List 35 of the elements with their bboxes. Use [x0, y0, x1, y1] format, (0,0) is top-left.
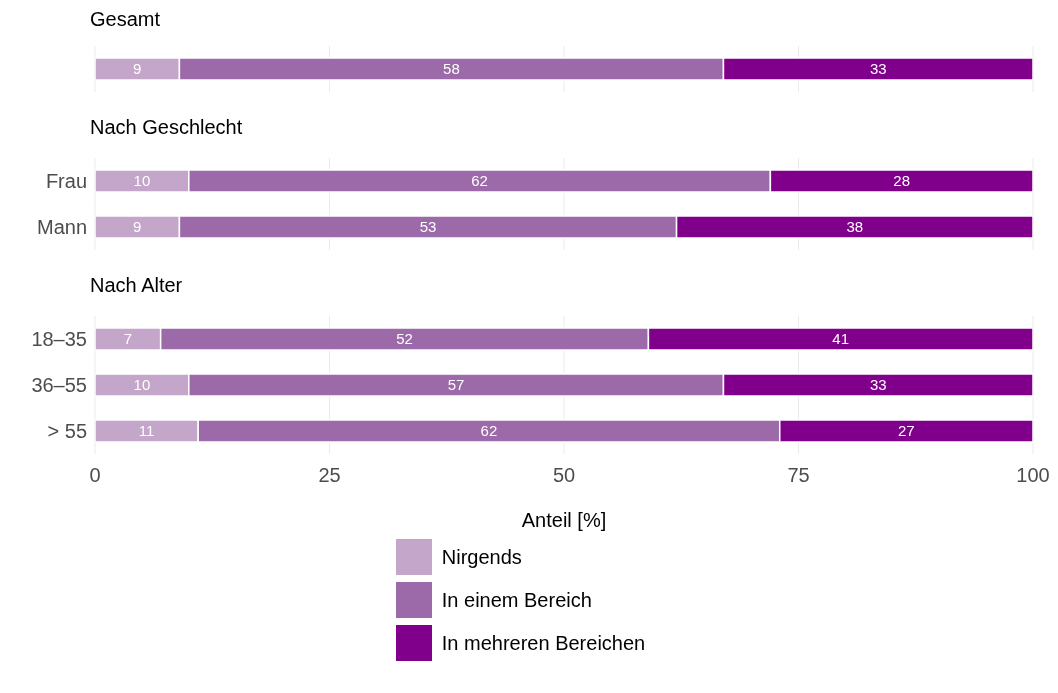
y-tick-label: 36–55 [31, 374, 87, 397]
data-label: 58 [443, 60, 460, 78]
data-label: 28 [893, 172, 911, 190]
data-label: 10 [133, 172, 151, 190]
y-tick-label: 18–35 [31, 328, 87, 351]
x-tick-label: 100 [1016, 464, 1050, 487]
data-label: 52 [396, 330, 413, 348]
y-tick-label: > 55 [47, 420, 87, 443]
x-axis-title: Anteil [%] [521, 509, 607, 531]
legend-label: In einem Bereich [441, 588, 592, 612]
legend-label: Nirgends [441, 545, 522, 569]
data-label: 11 [138, 422, 155, 440]
legend-label: In mehreren Bereichen [441, 631, 646, 655]
x-tick-label: 50 [552, 464, 576, 487]
y-tick-label: Mann [36, 216, 87, 239]
chart-title: Nach Geschlecht [89, 115, 244, 140]
data-label: 10 [133, 376, 151, 394]
y-tick-label: Frau [45, 170, 87, 193]
x-tick-label: 0 [89, 464, 101, 487]
data-label: 62 [480, 422, 498, 440]
data-label: 41 [832, 330, 850, 348]
data-label: 9 [133, 218, 142, 236]
data-label: 9 [133, 60, 142, 78]
chart-title: Gesamt [89, 8, 162, 32]
data-label: 57 [447, 376, 465, 394]
data-label: 27 [898, 422, 915, 440]
data-label: 53 [419, 218, 437, 236]
data-label: 33 [869, 60, 887, 78]
data-label: 62 [471, 172, 488, 190]
x-tick-label: 25 [318, 464, 341, 487]
chart-title: Nach Alter [89, 273, 184, 298]
data-label: 33 [869, 376, 887, 394]
data-label: 38 [846, 218, 864, 236]
x-tick-label: 75 [787, 464, 810, 487]
data-label: 7 [123, 330, 132, 348]
